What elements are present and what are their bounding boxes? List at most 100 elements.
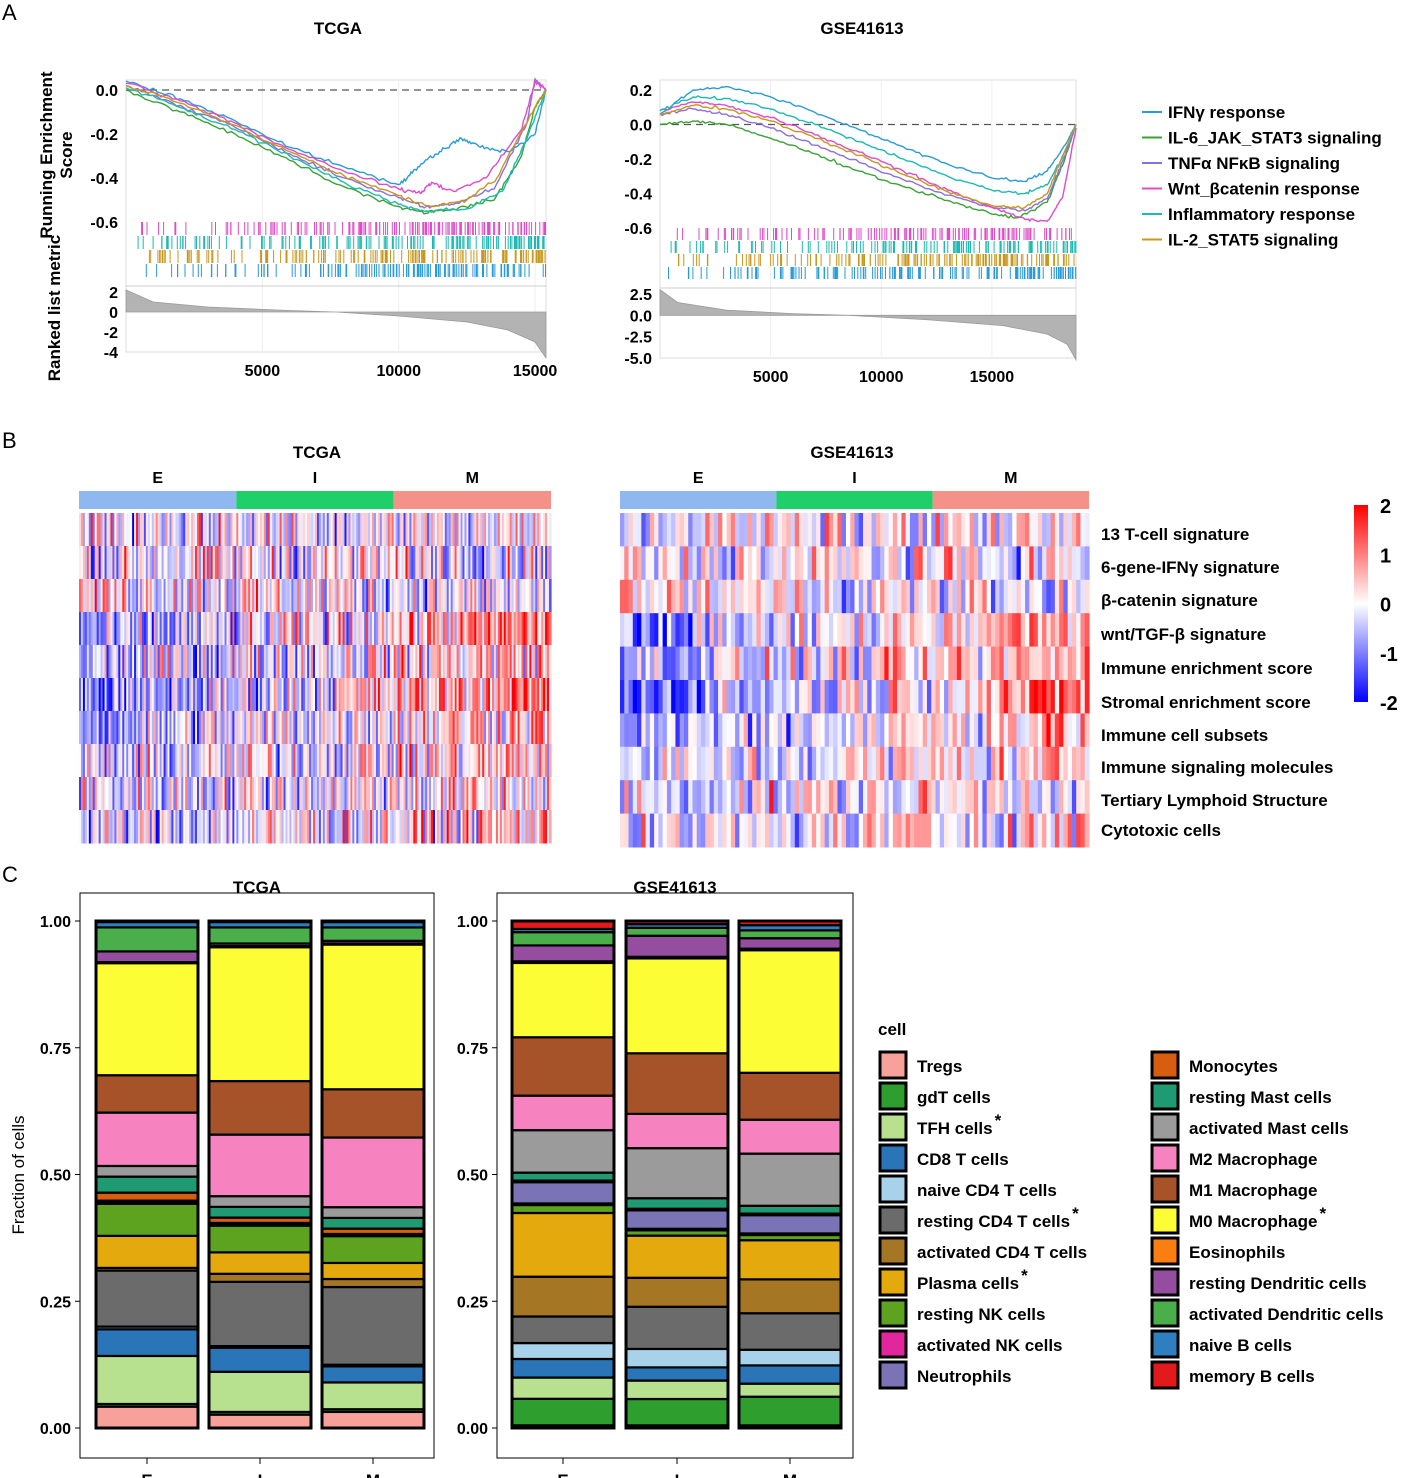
heat-cell <box>210 645 214 679</box>
heat-cell <box>183 678 186 712</box>
heat-cell <box>705 646 711 681</box>
heat-cell <box>549 711 552 745</box>
heat-cell <box>624 546 630 581</box>
heat-cell <box>358 612 361 646</box>
cell-legend-label: Monocytes <box>1189 1057 1278 1076</box>
stack-seg <box>207 1079 313 1136</box>
heat-cell <box>102 645 106 679</box>
heat-cell <box>539 678 542 712</box>
heat-cell <box>232 678 235 712</box>
heat-cell <box>403 513 407 547</box>
heat-cell <box>965 646 971 681</box>
heat-cell <box>291 777 294 811</box>
heat-cell <box>387 744 391 778</box>
heat-cell <box>187 513 190 547</box>
heat-cell <box>234 777 237 811</box>
heat-cell <box>79 612 82 646</box>
cell-legend-swatch <box>878 1050 908 1080</box>
heat-cell <box>519 678 523 712</box>
heat-cell <box>230 645 233 679</box>
heat-cell <box>871 780 877 815</box>
heat-cell <box>346 711 350 745</box>
heat-cell <box>999 680 1005 714</box>
heat-cell <box>484 612 487 646</box>
heat-cell <box>130 645 133 679</box>
heat-cell <box>782 613 787 648</box>
heat-cell <box>1063 613 1069 648</box>
heat-cell <box>322 513 326 547</box>
heat-cell <box>173 612 176 646</box>
heat-cell <box>126 744 129 778</box>
heat-cell <box>545 579 548 613</box>
heat-cell <box>202 645 206 679</box>
heat-cell <box>1042 546 1047 581</box>
heat-cell <box>261 711 265 745</box>
heat-cell <box>654 746 659 781</box>
heat-cell <box>523 810 527 844</box>
heat-cell <box>387 513 391 547</box>
heat-cell <box>490 744 493 778</box>
heat-cell <box>956 579 962 614</box>
heat-cell <box>545 810 548 844</box>
heat-cell <box>495 678 499 712</box>
heat-cell <box>448 810 452 844</box>
heat-cell <box>965 613 971 648</box>
heat-cell <box>120 810 123 844</box>
heat-cell <box>102 810 106 844</box>
stack-seg <box>737 1348 843 1367</box>
heat-cell <box>263 711 267 745</box>
heat-cell <box>713 579 719 614</box>
heat-cell <box>739 646 745 681</box>
heat-cell <box>944 513 949 547</box>
heat-cell <box>230 612 233 646</box>
heat-cell <box>722 646 728 681</box>
heat-cell <box>275 513 279 547</box>
heat-cell <box>482 645 485 679</box>
heat-cell <box>141 810 145 844</box>
heat-cell <box>167 777 171 811</box>
heat-cell <box>126 612 129 646</box>
heat-cell <box>332 645 336 679</box>
heat-cell <box>79 711 82 745</box>
heat-cell <box>305 645 308 679</box>
heat-cell <box>275 579 279 613</box>
heat-cell <box>476 810 479 844</box>
heat-cell <box>110 810 114 844</box>
heat-cell <box>313 546 316 580</box>
heat-cell <box>1067 746 1073 781</box>
heat-cell <box>705 746 711 781</box>
heat-cell <box>311 678 314 712</box>
heat-cell <box>189 777 192 811</box>
heat-cell <box>499 513 503 547</box>
heat-cell <box>956 646 962 681</box>
heat-cell <box>519 645 523 679</box>
heat-cell <box>204 711 208 745</box>
heat-cell <box>108 777 112 811</box>
heat-cell <box>850 813 856 848</box>
heat-cell <box>155 810 159 844</box>
stack-seg <box>320 1381 426 1411</box>
heat-cell <box>803 680 809 714</box>
heat-cell <box>151 612 155 646</box>
heat-cell <box>436 777 440 811</box>
heat-cell <box>884 513 890 547</box>
heat-cell <box>705 680 711 714</box>
heat-cell <box>285 678 289 712</box>
heat-cell <box>709 613 715 648</box>
heat-cell <box>535 579 538 613</box>
heat-cell <box>86 711 90 745</box>
heat-cell <box>452 513 456 547</box>
stack-seg <box>510 1315 616 1345</box>
cell-legend-swatch <box>1150 1174 1180 1204</box>
heat-cell <box>897 680 902 714</box>
stack-seg <box>510 1171 616 1182</box>
heat-cell <box>1063 713 1069 748</box>
heat-cell <box>1012 546 1018 581</box>
heat-cell <box>901 613 907 648</box>
heat-cell <box>450 546 454 580</box>
heat-cell <box>497 513 501 547</box>
heat-cell <box>383 513 387 547</box>
heat-cell <box>110 546 114 580</box>
heat-cell <box>240 513 243 547</box>
